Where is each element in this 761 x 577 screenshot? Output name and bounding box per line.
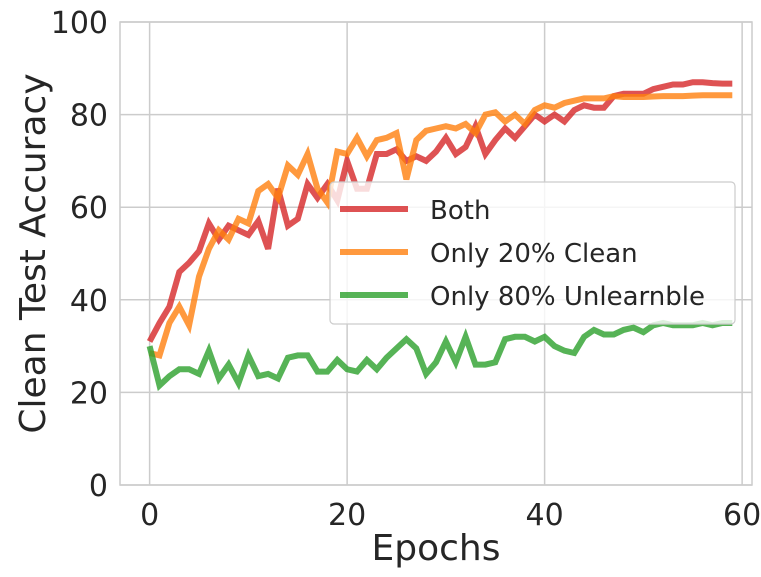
y-tick-label: 100 [51,6,108,41]
plot-frame [119,21,753,486]
y-tick-label: 20 [70,376,108,411]
x-axis-label: Epochs [372,528,501,569]
y-tick-label: 80 [70,99,108,134]
series-line-2 [146,319,733,392]
y-tick-label: 0 [89,469,108,504]
series-line-1 [148,92,733,359]
series-line-0 [146,79,733,343]
legend-label: Only 20% Clean [430,239,638,269]
tick-labels: 0 20 40 60 0 20 40 60 80 100 [51,6,761,533]
x-tick-label: 60 [723,498,761,533]
series-lines [146,79,733,392]
legend-label: Only 80% Unlearnble [430,282,705,312]
legend-label: Both [430,196,490,226]
y-tick-label: 60 [70,191,108,226]
y-axis-label: Clean Test Accuracy [13,73,54,433]
x-tick-label: 0 [140,498,159,533]
legend: Both Only 20% Clean Only 80% Unlearnble [329,181,736,325]
y-tick-label: 40 [70,284,108,319]
x-tick-label: 40 [526,498,564,533]
legend-box [329,181,736,325]
x-tick-label: 20 [328,498,366,533]
